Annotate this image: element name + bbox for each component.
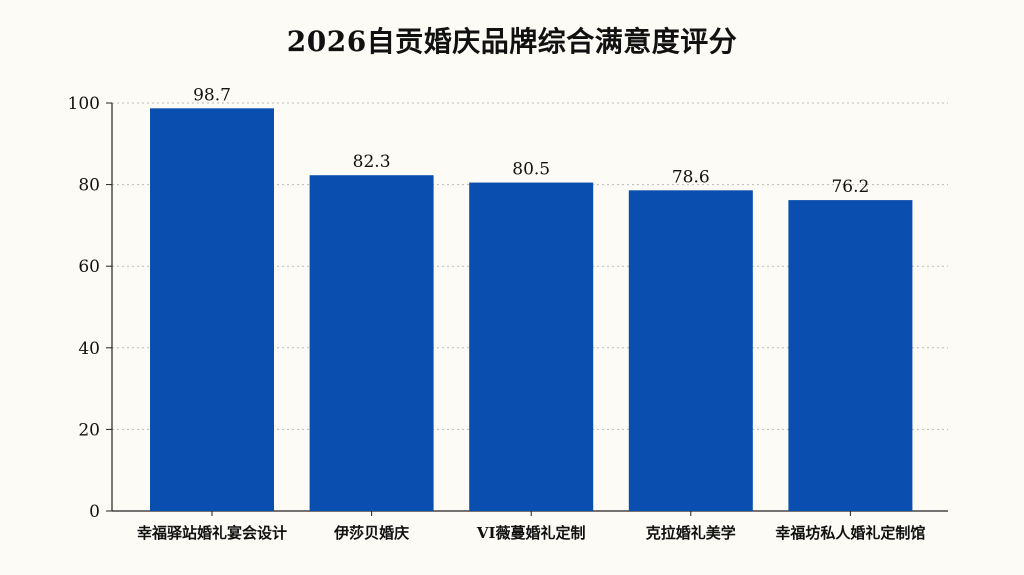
y-tick-label: 20: [78, 420, 100, 440]
data-label: 80.5: [512, 160, 550, 180]
data-label: 98.7: [193, 85, 231, 105]
y-tick-label: 100: [68, 94, 100, 114]
y-tick-label: 60: [78, 257, 100, 277]
data-label: 82.3: [353, 152, 391, 172]
data-label: 76.2: [831, 177, 869, 197]
x-tick-label: 幸福驿站婚礼宴会设计: [137, 524, 287, 542]
bar: [628, 190, 753, 511]
x-tick-label: 幸福坊私人婚礼定制馆: [775, 524, 925, 542]
x-tick-label: 伊莎贝婚庆: [333, 524, 409, 542]
bar: [150, 108, 274, 511]
x-tick-label: 克拉婚礼美学: [646, 524, 736, 542]
bar: [469, 182, 594, 511]
y-tick-label: 80: [78, 176, 100, 196]
y-tick-label: 40: [78, 339, 100, 359]
x-tick-label: VI薇蔓婚礼定制: [476, 524, 586, 542]
bar: [309, 175, 434, 511]
data-label: 78.6: [672, 167, 710, 187]
chart-title: 2026自贡婚庆品牌综合满意度评分: [286, 25, 738, 58]
bar: [788, 200, 913, 511]
y-tick-label: 0: [89, 502, 100, 522]
